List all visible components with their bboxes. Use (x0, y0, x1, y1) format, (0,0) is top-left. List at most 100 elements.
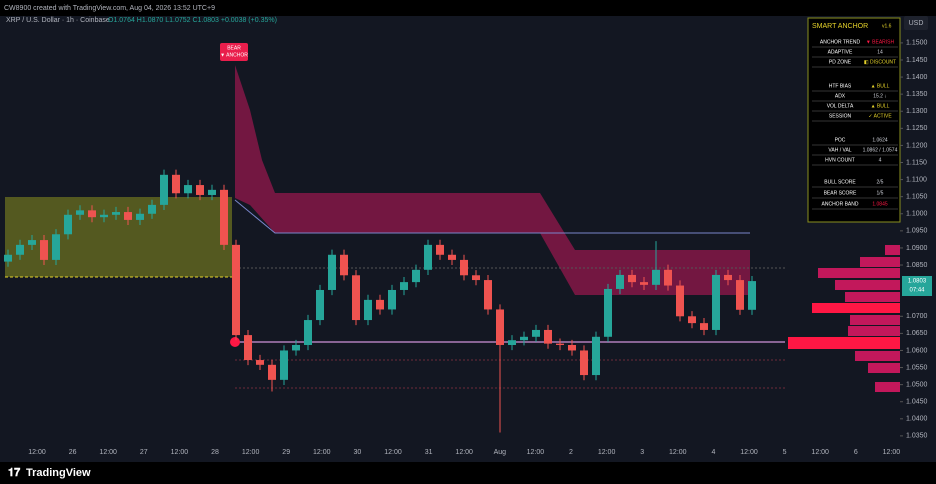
panel-key: BULL SCORE (824, 179, 856, 185)
x-tick-label: 12:00 (28, 449, 46, 456)
candle-body (352, 275, 360, 321)
x-tick-label: 12:00 (669, 449, 687, 456)
y-tick-label: 1.0900 (906, 245, 928, 252)
y-tick-label: 1.0500 (906, 381, 928, 388)
x-tick-label: 12:00 (171, 449, 189, 456)
candle-body (232, 244, 240, 336)
x-tick-label: 31 (425, 449, 433, 456)
candle-body (160, 174, 168, 205)
profile-bar (885, 245, 900, 255)
candle-body (208, 189, 216, 195)
candle-body (148, 204, 156, 214)
candle-body (196, 185, 204, 195)
candle-body (652, 269, 660, 285)
footer-bar (0, 462, 936, 484)
candle-body (16, 244, 24, 255)
y-tick-label: 1.0950 (906, 228, 928, 235)
profile-bar (812, 303, 900, 313)
legend-symbol: XRP / U.S. Dollar · 1h · Coinbase (6, 17, 110, 24)
candle-body (448, 254, 456, 260)
candle-body (556, 343, 564, 345)
profile-bar (835, 280, 900, 290)
x-tick-label: 29 (282, 449, 290, 456)
candle-body (304, 320, 312, 345)
x-tick-label: 12:00 (598, 449, 616, 456)
x-tick-label: 5 (783, 449, 787, 456)
candle-body (316, 289, 324, 321)
price-tag-countdown: 07:44 (909, 288, 925, 294)
x-tick-label: 12:00 (811, 449, 829, 456)
candle-body (376, 299, 384, 310)
candle-body (52, 234, 60, 260)
candle-body (616, 274, 624, 289)
anchor-dot (230, 337, 240, 347)
panel-value: 1.0845 (872, 201, 888, 207)
profile-bar (818, 268, 900, 278)
candle-body (268, 364, 276, 380)
x-tick-label: 3 (640, 449, 644, 456)
candle-body (520, 336, 528, 341)
profile-bar (875, 382, 900, 392)
y-tick-label: 1.0350 (906, 433, 928, 440)
candle-body (88, 210, 96, 218)
candle-body (496, 309, 504, 345)
candle-body (580, 350, 588, 376)
candle-body (100, 214, 108, 218)
y-tick-label: 1.1250 (906, 125, 928, 132)
panel-key: HVN COUNT (825, 157, 855, 163)
candle-body (400, 282, 408, 290)
candle-body (544, 329, 552, 344)
annotation: BEAR (227, 45, 241, 51)
profile-bar (788, 337, 900, 349)
profile-bar (868, 363, 900, 373)
panel-title: SMART ANCHOR (812, 23, 868, 30)
price-tag-price: 1.0803 (908, 279, 927, 285)
candle-body (640, 282, 648, 285)
candle-body (676, 285, 684, 317)
candle-body (436, 244, 444, 255)
candle-body (124, 212, 132, 220)
candle-body (280, 350, 288, 380)
panel-key: SESSION (829, 113, 852, 119)
panel-value: 14 (877, 49, 883, 55)
x-tick-label: 12:00 (740, 449, 758, 456)
panel-key: HTF BIAS (829, 83, 852, 89)
y-tick-label: 1.0650 (906, 330, 928, 337)
y-tick-label: 1.1350 (906, 91, 928, 98)
candle-body (460, 259, 468, 276)
profile-bar (850, 315, 900, 325)
x-tick-label: Aug (494, 449, 507, 456)
candle-body (388, 289, 396, 310)
x-tick-label: 12:00 (99, 449, 117, 456)
panel-value: ◧ DISCOUNT (864, 59, 896, 65)
y-tick-label: 1.1100 (906, 176, 927, 183)
candle-body (328, 254, 336, 290)
annotation: ▼ ANCHOR (220, 52, 248, 58)
y-tick-label: 1.0400 (906, 416, 928, 423)
candle-body (340, 254, 348, 276)
panel-version: v1.6 (882, 23, 892, 29)
panel-key: POC (835, 137, 846, 143)
currency-box (904, 16, 928, 30)
anchor-line (234, 199, 750, 234)
annotation-box (220, 43, 248, 61)
profile-bar (848, 326, 900, 336)
x-tick-label: 28 (211, 449, 219, 456)
candle-body (472, 275, 480, 281)
candle-body (184, 185, 192, 194)
candle-body (568, 344, 576, 351)
candle-body (712, 274, 720, 330)
candle-body (28, 240, 36, 245)
x-tick-label: 12:00 (455, 449, 473, 456)
candle-body (112, 212, 120, 215)
x-tick-label: 6 (854, 449, 858, 456)
y-tick-label: 1.1150 (906, 159, 927, 166)
x-tick-label: 12:00 (883, 449, 901, 456)
candle-body (172, 174, 180, 194)
panel-value: 2/5 (877, 179, 884, 185)
candle-body (220, 189, 228, 245)
candle-body (664, 269, 672, 286)
candle-body (76, 210, 84, 215)
candle-body (40, 240, 48, 260)
panel-bg (807, 17, 901, 223)
